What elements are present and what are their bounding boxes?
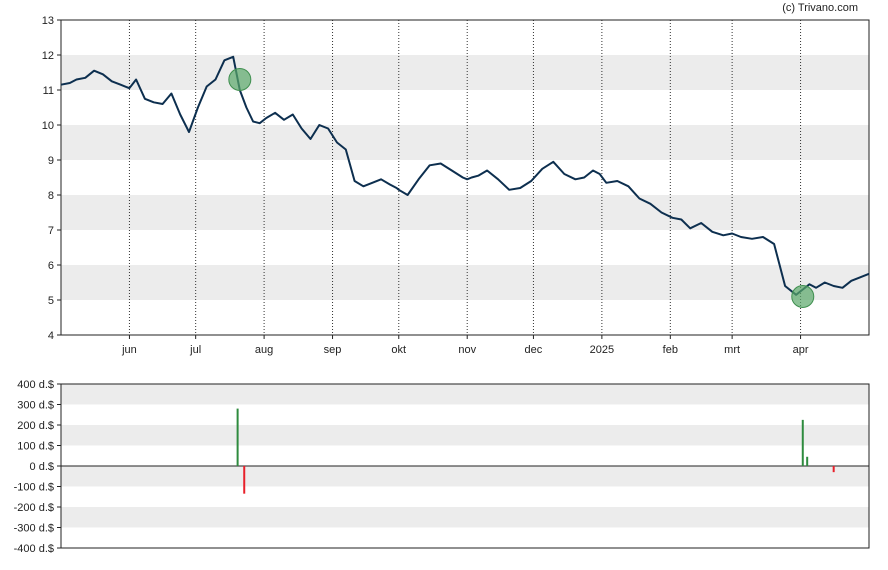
x-tick-label: okt — [391, 344, 406, 356]
y-tick-label: 4 — [48, 330, 54, 342]
y-tick-label: 10 — [42, 120, 54, 132]
trade-marker — [228, 68, 252, 91]
y-tick-label: 300 d.$ — [17, 400, 54, 412]
y-tick-label: -100 d.$ — [14, 482, 54, 494]
price-vertical-grid — [128, 20, 802, 339]
grid-band — [61, 125, 869, 160]
x-tick-label: mrt — [724, 344, 740, 356]
x-tick-label: nov — [458, 344, 476, 356]
grid-band — [61, 466, 869, 487]
y-tick-label: 100 d.$ — [17, 441, 54, 453]
y-tick-label: 9 — [48, 155, 54, 167]
flow-bars — [236, 408, 835, 494]
y-tick-label: 13 — [42, 15, 54, 27]
y-tick-label: -300 d.$ — [14, 523, 54, 535]
x-tick-label: jul — [189, 344, 201, 356]
price-y-tick-labels: 4 5 6 7 8 9 10 11 12 13 — [42, 15, 61, 342]
price-x-tick-labels: jun jul aug sep okt nov dec 2025 feb mrt apr — [121, 344, 809, 356]
grid-band — [61, 384, 869, 405]
x-tick-label: 2025 — [590, 344, 614, 356]
flow-grid-bands — [61, 384, 869, 528]
y-tick-label: -200 d.$ — [14, 502, 54, 514]
price-series-line — [60, 55, 870, 296]
y-tick-label: -400 d.$ — [14, 543, 54, 555]
trade-marker — [791, 285, 815, 308]
y-tick-label: 8 — [48, 190, 54, 202]
grid-band — [61, 425, 869, 446]
grid-band — [61, 55, 869, 90]
copyright-text: (c) Trivano.com — [782, 2, 858, 14]
grid-band — [61, 507, 869, 528]
x-tick-label: sep — [324, 344, 342, 356]
y-tick-label: 0 d.$ — [30, 461, 54, 473]
y-tick-label: 7 — [48, 225, 54, 237]
price-plot-frame — [60, 19, 870, 336]
grid-band — [61, 265, 869, 300]
x-tick-label: dec — [525, 344, 543, 356]
price-chart: 4 5 6 7 8 9 10 11 12 13 jun jul aug sep okt nov dec 2025… — [42, 15, 870, 356]
y-tick-label: 200 d.$ — [17, 420, 54, 432]
y-tick-label: 12 — [42, 50, 54, 62]
flow-chart: 400 d.$ 300 d.$ 200 d.$ 100 d.$ 0 d.$ -100 d.… — [14, 379, 870, 555]
price-grid-bands — [61, 55, 869, 300]
y-tick-label: 6 — [48, 260, 54, 272]
y-tick-label: 400 d.$ — [17, 379, 54, 391]
x-tick-label: jun — [121, 344, 137, 356]
grid-band — [61, 195, 869, 230]
x-tick-label: aug — [255, 344, 273, 356]
y-tick-label: 11 — [43, 85, 54, 97]
x-tick-label: apr — [793, 344, 809, 356]
x-tick-label: feb — [663, 344, 678, 356]
trade-markers — [228, 68, 815, 308]
y-tick-label: 5 — [48, 295, 54, 307]
flow-y-tick-labels: 400 d.$ 300 d.$ 200 d.$ 100 d.$ 0 d.$ -100 d.… — [14, 379, 61, 555]
